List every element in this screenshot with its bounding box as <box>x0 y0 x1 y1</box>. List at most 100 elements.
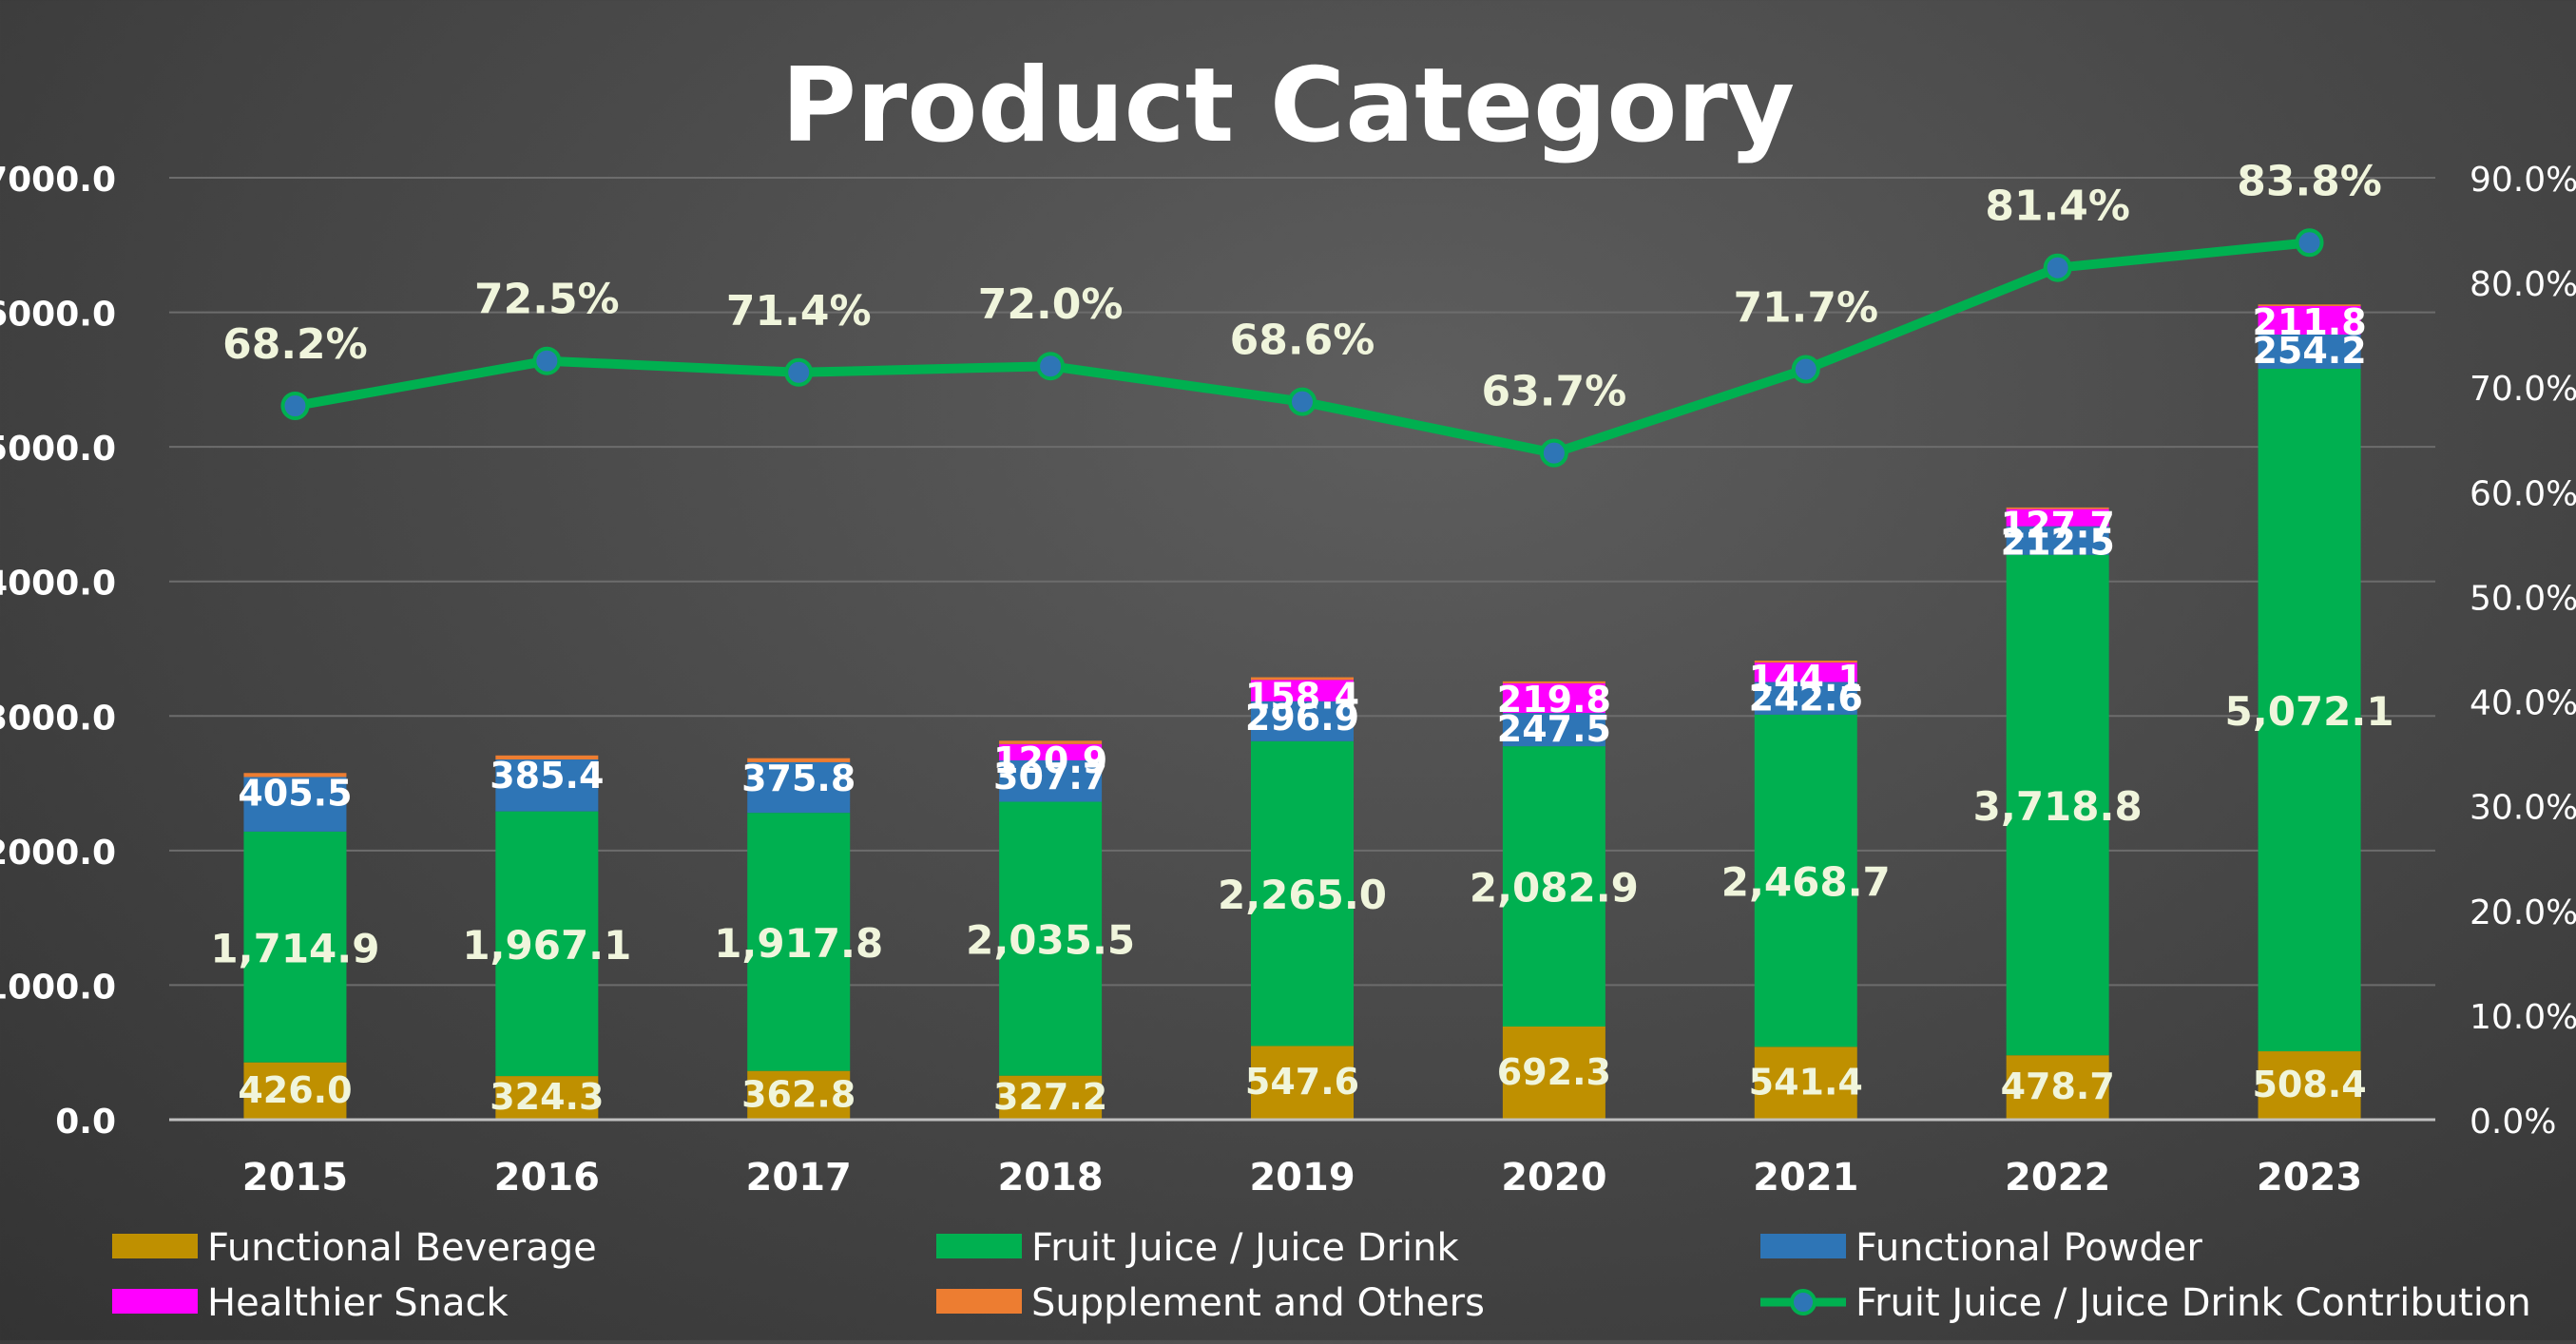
bar-segment <box>1502 713 1605 747</box>
bar-data-label: 1,967.1 <box>462 922 631 969</box>
contribution-marker <box>1539 438 1568 468</box>
bar-data-label: 324.3 <box>490 1076 604 1118</box>
x-axis-tick-label: 2017 <box>746 1156 852 1200</box>
bar-segment <box>1251 701 1354 741</box>
bar-data-label: 158.4 <box>1245 675 1359 717</box>
legend-swatch <box>112 1289 198 1314</box>
bar-data-label: 405.5 <box>238 773 352 815</box>
legend-swatch <box>936 1234 1022 1258</box>
legend-label: Fruit Juice / Juice Drink <box>1031 1226 1459 1270</box>
contribution-marker <box>2043 253 2072 282</box>
bar-segment <box>999 801 1103 1076</box>
contribution-line: 68.2% 72.5% 71.4% 72.0% 68.6% 63.7% 71.7% 81.4%… <box>222 157 2382 468</box>
contribution-data-label: 63.7% <box>1482 368 1627 416</box>
left-axis-tick-label: 7000.0 <box>0 161 116 200</box>
x-axis-tick-label: 2021 <box>1753 1156 1858 1200</box>
bar-segment <box>747 758 851 762</box>
bar-segment <box>1502 682 1605 714</box>
bar-data-label: 385.4 <box>490 755 604 797</box>
bar-data-label: 1,714.9 <box>210 925 379 971</box>
right-axis-tick-label: 10.0% <box>2470 998 2576 1037</box>
right-y-axis: 0.0% 10.0% 20.0% 30.0% 40.0% 50.0% 60.0% 70.0% 8… <box>2470 161 2576 1142</box>
bar-data-label: 5,072.1 <box>2225 688 2394 735</box>
x-axis-tick-label: 2015 <box>242 1156 348 1200</box>
bar-data-label: 375.8 <box>741 758 855 799</box>
stacked-bars: 426.0 324.3 362.8 327.2 547.6 692.3 541.4 478.7… <box>210 301 2394 1120</box>
x-axis-tick-label: 2020 <box>1501 1156 1606 1200</box>
bar-segment <box>495 1076 599 1120</box>
bar-data-label: 247.5 <box>1497 708 1611 750</box>
bar-segment <box>1754 660 1857 663</box>
bar-data-label: 362.8 <box>741 1073 855 1115</box>
left-axis-tick-label: 0.0 <box>55 1103 116 1142</box>
bar-data-label: 478.7 <box>2001 1066 2115 1107</box>
bar-data-label: 2,468.7 <box>1721 859 1891 906</box>
contribution-data-label: 71.7% <box>1733 284 1878 333</box>
bar-segment <box>999 740 1103 744</box>
bar-data-label: 2,035.5 <box>966 917 1135 964</box>
right-axis-tick-label: 60.0% <box>2470 474 2576 513</box>
bar-segment <box>747 761 851 814</box>
bar-data-label: 1,917.8 <box>714 920 883 967</box>
bar-data-label: 212.5 <box>2001 522 2115 564</box>
contribution-data-label: 68.2% <box>222 320 368 369</box>
bar-segment <box>1754 1046 1857 1120</box>
bar-segment <box>2006 507 2109 509</box>
bar-data-label: 211.8 <box>2252 301 2366 343</box>
bar-data-label: 692.3 <box>1497 1051 1611 1093</box>
bar-data-label: 3,718.8 <box>1973 783 2143 830</box>
bar-segment <box>1754 662 1857 682</box>
right-axis-tick-label: 30.0% <box>2470 789 2576 828</box>
bar-data-label: 120.9 <box>993 739 1107 781</box>
legend-swatch <box>1760 1234 1846 1258</box>
bar-data-label: 2,265.0 <box>1218 872 1387 918</box>
left-axis-tick-label: 3000.0 <box>0 699 116 738</box>
bar-segment <box>495 811 599 1077</box>
contribution-data-label: 81.4% <box>1985 182 2130 231</box>
bar-segment <box>1251 680 1354 701</box>
x-axis-tick-label: 2018 <box>997 1156 1103 1200</box>
bar-segment <box>2258 304 2361 306</box>
bar-segment <box>1251 677 1354 681</box>
legend-marker <box>1790 1289 1817 1315</box>
bar-segment <box>1251 1046 1354 1120</box>
x-axis-tick-label: 2022 <box>2005 1156 2110 1200</box>
bar-segment <box>999 743 1103 760</box>
bar-data-label: 127.7 <box>2001 505 2115 547</box>
bar-segment <box>243 773 347 778</box>
bar-segment <box>2006 526 2109 555</box>
chart-title: Product Category <box>781 47 1795 165</box>
bar-segment <box>999 1075 1103 1120</box>
x-axis: 2015 2016 2017 2018 2019 2020 2021 2022 2023 <box>242 1156 2362 1200</box>
bar-segment <box>2006 1055 2109 1120</box>
bar-segment <box>495 759 599 812</box>
right-axis-tick-label: 70.0% <box>2470 370 2576 409</box>
legend-label: Supplement and Others <box>1031 1281 1485 1325</box>
contribution-marker <box>1036 352 1066 381</box>
bar-segment <box>1502 681 1605 683</box>
bar-data-label: 541.4 <box>1749 1062 1863 1104</box>
bar-segment <box>747 813 851 1071</box>
x-axis-tick-label: 2023 <box>2257 1156 2362 1200</box>
bar-segment <box>747 1070 851 1120</box>
bar-data-label: 307.7 <box>993 756 1107 797</box>
bar-segment <box>2006 554 2109 1056</box>
contribution-marker <box>2295 228 2324 258</box>
right-axis-tick-label: 50.0% <box>2470 579 2576 618</box>
bar-segment <box>243 1062 347 1120</box>
bar-segment <box>495 755 599 760</box>
bar-data-label: 547.6 <box>1245 1061 1359 1103</box>
right-axis-tick-label: 80.0% <box>2470 265 2576 304</box>
left-axis-tick-label: 1000.0 <box>0 968 116 1007</box>
right-axis-tick-label: 20.0% <box>2470 893 2576 932</box>
bar-segment <box>1754 714 1857 1047</box>
legend-label: Functional Beverage <box>207 1226 597 1270</box>
contribution-data-label: 83.8% <box>2237 157 2382 205</box>
bar-segment <box>2258 334 2361 369</box>
contribution-marker <box>280 392 310 421</box>
bar-data-label: 242.6 <box>1749 678 1863 720</box>
bar-data-label: 219.8 <box>1497 679 1611 720</box>
bar-segment <box>1754 682 1857 715</box>
